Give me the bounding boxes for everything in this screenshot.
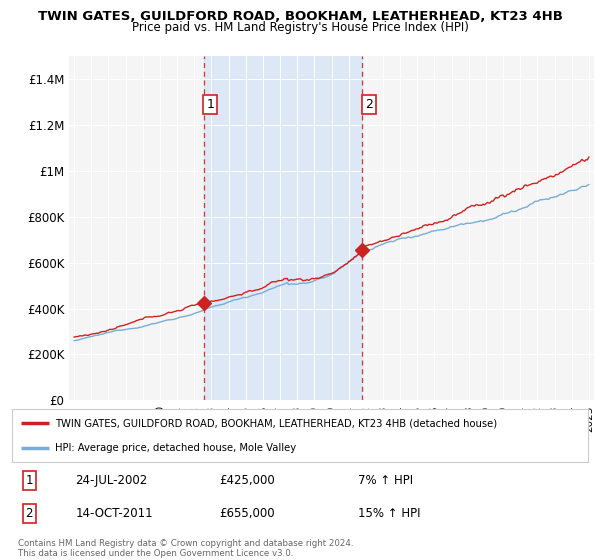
Text: 24-JUL-2002: 24-JUL-2002	[76, 474, 148, 487]
Text: 15% ↑ HPI: 15% ↑ HPI	[358, 507, 420, 520]
Text: 1: 1	[26, 474, 33, 487]
Text: 1: 1	[206, 97, 214, 111]
Text: £655,000: £655,000	[220, 507, 275, 520]
Text: TWIN GATES, GUILDFORD ROAD, BOOKHAM, LEATHERHEAD, KT23 4HB (detached house): TWIN GATES, GUILDFORD ROAD, BOOKHAM, LEA…	[55, 418, 497, 428]
Text: 14-OCT-2011: 14-OCT-2011	[76, 507, 153, 520]
Text: Price paid vs. HM Land Registry's House Price Index (HPI): Price paid vs. HM Land Registry's House …	[131, 21, 469, 34]
Text: TWIN GATES, GUILDFORD ROAD, BOOKHAM, LEATHERHEAD, KT23 4HB: TWIN GATES, GUILDFORD ROAD, BOOKHAM, LEA…	[38, 10, 562, 23]
Text: 2: 2	[365, 97, 373, 111]
Text: HPI: Average price, detached house, Mole Valley: HPI: Average price, detached house, Mole…	[55, 442, 296, 452]
Text: £425,000: £425,000	[220, 474, 275, 487]
Text: Contains HM Land Registry data © Crown copyright and database right 2024.
This d: Contains HM Land Registry data © Crown c…	[18, 539, 353, 558]
Bar	[204, 56, 362, 400]
Text: 7% ↑ HPI: 7% ↑ HPI	[358, 474, 413, 487]
Text: 2: 2	[26, 507, 33, 520]
